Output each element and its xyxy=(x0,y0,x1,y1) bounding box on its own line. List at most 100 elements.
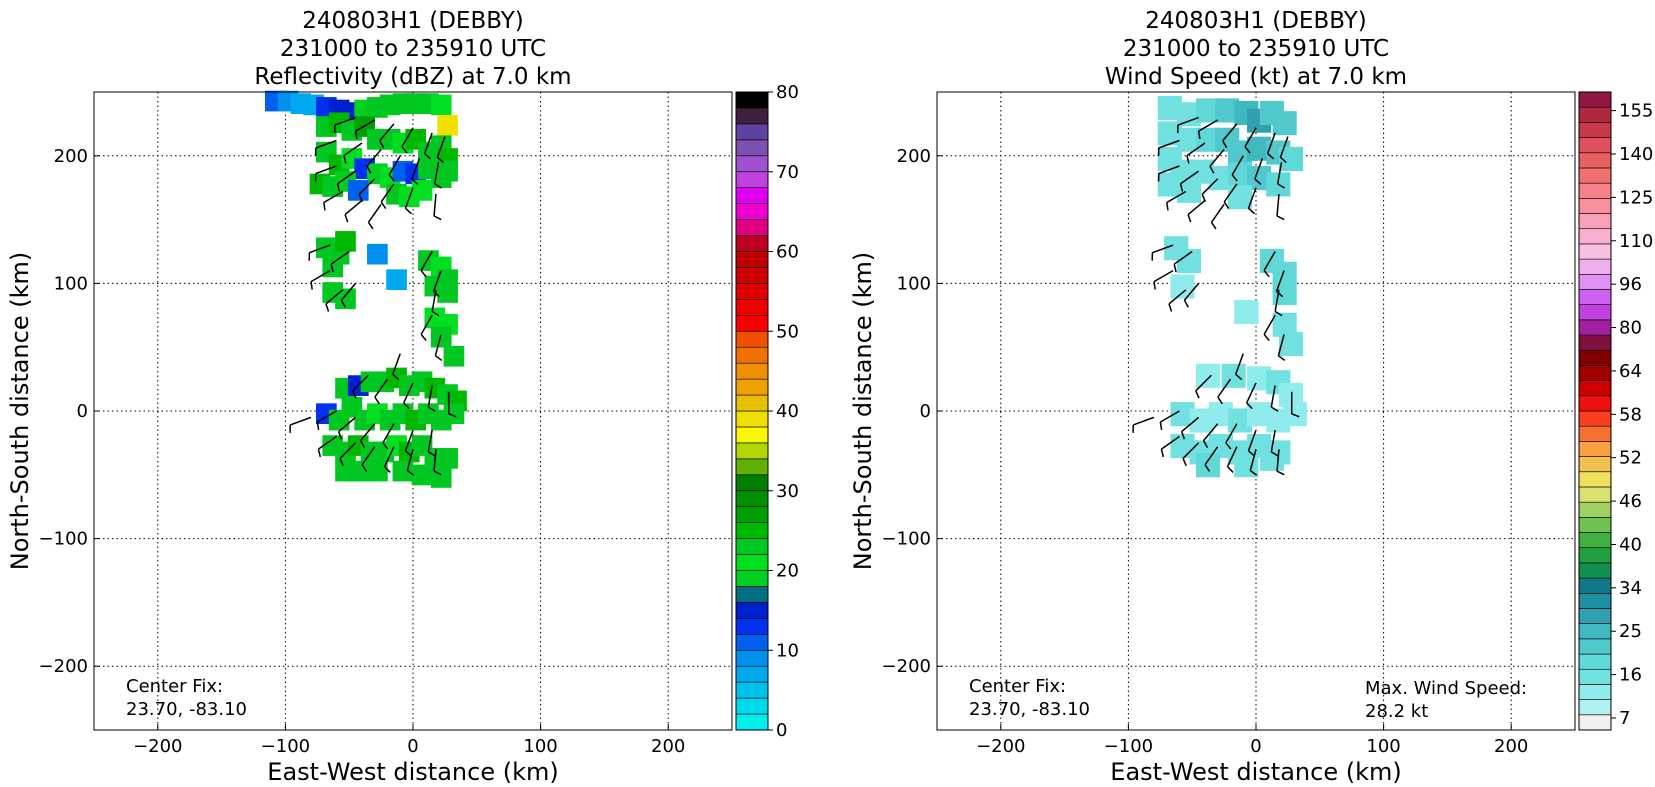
colorbar-segment xyxy=(1578,456,1612,473)
wind-barb xyxy=(403,382,414,404)
annotation-text: 23.70, -83.10 xyxy=(126,699,247,720)
wind-barb-flag xyxy=(392,373,400,381)
wind-barb-flag xyxy=(1235,373,1243,381)
data-cell xyxy=(1196,453,1221,478)
annotation-text: 28.2 kt xyxy=(1365,701,1428,722)
wind-barb-flag xyxy=(1276,290,1284,298)
colorbar-label: 60 xyxy=(776,242,799,263)
wind-barb-flag xyxy=(1202,440,1209,448)
wind-barb-flag xyxy=(1197,130,1201,140)
y-axis-label: North-South distance (km) xyxy=(849,252,877,571)
wind-barb xyxy=(289,416,312,426)
wind-barb xyxy=(1254,158,1264,180)
wind-barb-flag xyxy=(1244,146,1251,154)
wind-barb xyxy=(1183,282,1200,301)
colorbar-segment xyxy=(735,506,769,523)
wind-barb-flag xyxy=(310,281,313,290)
wind-barb xyxy=(432,270,442,292)
wind-barb-flag xyxy=(384,466,391,473)
y-tick-label: 200 xyxy=(54,146,88,167)
wind-barb xyxy=(433,194,437,217)
colorbar-label: 110 xyxy=(1619,231,1653,252)
wind-barb xyxy=(339,442,357,459)
wind-barb xyxy=(1181,416,1200,433)
wind-barb-flag xyxy=(1274,310,1283,317)
wind-barb xyxy=(427,430,433,452)
wind-barb-flag xyxy=(1160,448,1165,458)
colorbar-segment xyxy=(1578,608,1612,624)
wind-barb xyxy=(382,423,395,444)
data-cell xyxy=(386,269,407,291)
wind-barb xyxy=(337,170,357,185)
wind-barb xyxy=(433,162,440,184)
wind-barb-flag xyxy=(1277,355,1286,362)
colorbar-segment xyxy=(735,299,769,316)
colorbar-segment xyxy=(735,251,769,268)
data-cell xyxy=(367,243,388,265)
colorbar-segment xyxy=(1578,425,1612,442)
colorbar-label: 46 xyxy=(1619,491,1642,512)
wind-barb xyxy=(1186,142,1206,157)
x-tick-label: 100 xyxy=(523,736,557,757)
colorbar-label: 155 xyxy=(1619,101,1653,122)
wind-barb-flag xyxy=(1179,183,1184,192)
wind-barb-flag xyxy=(1159,421,1163,431)
wind-barb-flag xyxy=(388,174,395,182)
colorbar-segment xyxy=(1578,106,1612,123)
data-cell xyxy=(1176,248,1202,274)
x-tick-label: 100 xyxy=(1366,736,1400,757)
wind-barb-flag xyxy=(433,290,441,298)
colorbar-segment xyxy=(1578,486,1612,503)
data-cells xyxy=(1157,95,1307,478)
wind-barb-flag xyxy=(352,390,357,399)
wind-barb xyxy=(1177,116,1199,126)
wind-barb xyxy=(1225,423,1238,444)
wind-barb xyxy=(1226,446,1238,467)
wind-barb-flag xyxy=(1168,303,1173,312)
wind-barb xyxy=(1266,132,1276,154)
wind-barb-flag xyxy=(1225,442,1232,450)
wind-barb xyxy=(1249,449,1257,471)
wind-barb-flag xyxy=(434,183,442,189)
y-tick-label: 100 xyxy=(897,273,931,294)
wind-barb-flag xyxy=(316,421,320,431)
wind-barb xyxy=(367,203,382,223)
wind-barb xyxy=(379,123,395,142)
colorbar-segment xyxy=(1578,699,1612,716)
wind-barb xyxy=(436,136,446,158)
colorbar-segment xyxy=(1578,122,1612,138)
colorbar-label: 70 xyxy=(776,162,799,183)
wind-barbs xyxy=(1132,116,1300,476)
colorbar-segment xyxy=(735,474,769,492)
wind-barb-flag xyxy=(336,183,341,192)
wind-barb xyxy=(1160,435,1180,450)
wind-barb-flag xyxy=(344,214,349,223)
colorbar-segment xyxy=(735,618,769,635)
wind-barb-flag xyxy=(403,402,410,410)
wind-barb-flag xyxy=(354,130,358,140)
wind-barb-flag xyxy=(382,442,389,450)
data-cell xyxy=(1196,363,1221,388)
wind-barb-flag xyxy=(1217,396,1223,405)
colorbar-segment xyxy=(735,586,769,603)
colorbar-segment xyxy=(1578,273,1612,290)
wind-barb xyxy=(355,119,376,132)
wind-barb xyxy=(325,289,344,305)
grid-lines xyxy=(94,92,732,730)
colorbar-segment xyxy=(1578,182,1612,199)
wind-barb xyxy=(433,449,437,472)
wind-barb-flag xyxy=(420,333,427,342)
wind-barb-flag xyxy=(436,156,444,164)
data-cell xyxy=(443,403,465,425)
wind-barb xyxy=(1274,289,1280,312)
colorbar-segment xyxy=(1578,562,1612,579)
colorbar-segment xyxy=(1578,137,1612,154)
wind-barb-flag xyxy=(1247,450,1255,457)
colorbar-segment xyxy=(1578,258,1612,275)
wind-barbs xyxy=(289,116,457,476)
colorbar-segment xyxy=(735,538,769,555)
wind-barb xyxy=(1247,187,1257,209)
wind-barb xyxy=(1153,269,1174,283)
x-tick-label: −200 xyxy=(133,736,182,757)
colorbar-segment xyxy=(735,665,769,683)
